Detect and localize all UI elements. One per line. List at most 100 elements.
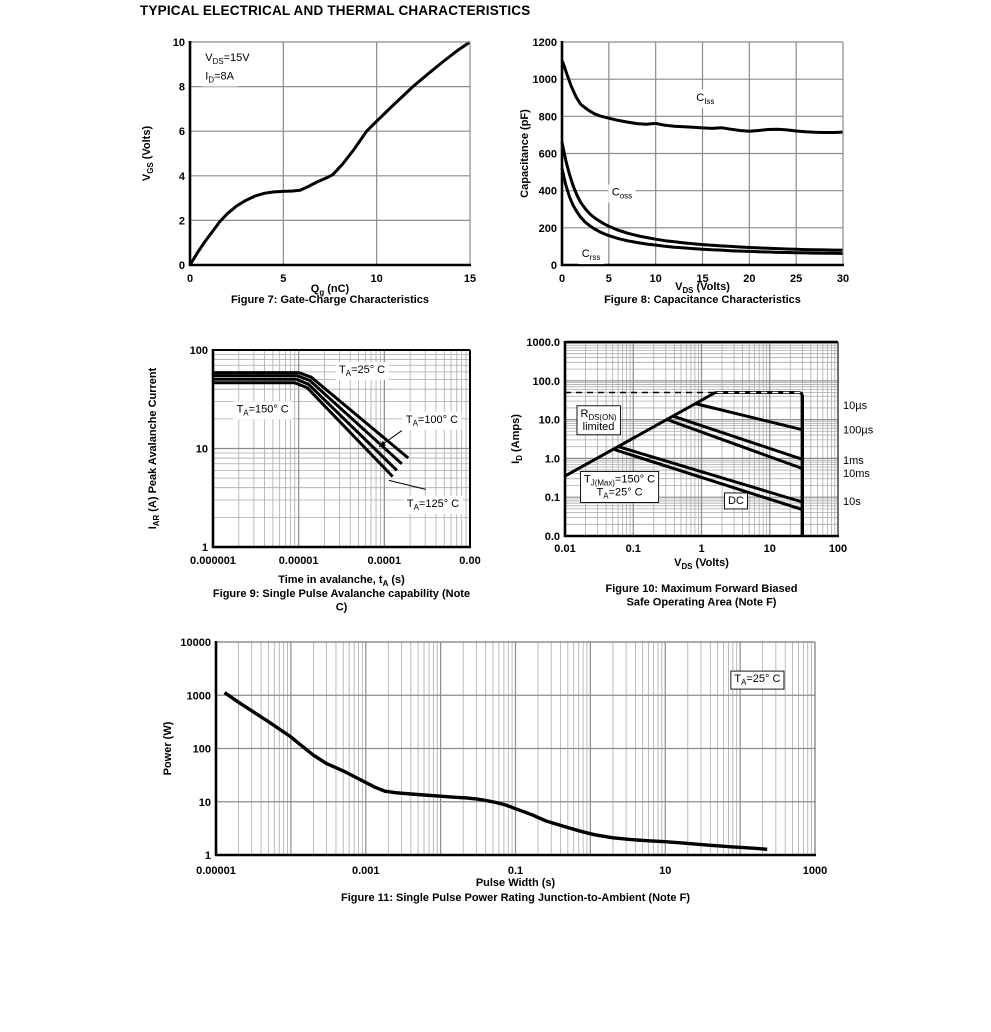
tspan-element: oss xyxy=(620,192,632,201)
y-axis-title: Power (W) xyxy=(162,721,174,775)
y-tick-label: 100 xyxy=(193,744,211,756)
figure-caption: Safe Operating Area (Note F) xyxy=(627,597,777,609)
tspan-element: V xyxy=(205,52,213,64)
tspan-element: Figure 11: Single Pulse Power Rating Jun… xyxy=(341,892,690,904)
leader-line xyxy=(388,479,426,490)
y-tick-label: 10.0 xyxy=(539,415,560,427)
annotation: DC xyxy=(724,492,748,510)
x-tick-label: 5 xyxy=(606,273,612,285)
annotation-box xyxy=(730,670,785,690)
tspan-element: 10s xyxy=(843,496,861,508)
x-tick-label: 0.00 xyxy=(459,555,480,567)
tspan-element: DS xyxy=(681,562,692,571)
tspan-element: DS(ON) xyxy=(588,413,616,422)
curve-label: 10s xyxy=(843,496,861,508)
tspan-element: 10 xyxy=(764,543,776,555)
tspan-element: =100° C xyxy=(418,414,458,426)
x-tick-label: 1 xyxy=(698,543,704,555)
tspan-element: (s) xyxy=(388,574,405,586)
annotation-text: Coss xyxy=(612,187,632,201)
tspan-element: 0.1 xyxy=(508,865,523,877)
annotation-box xyxy=(335,362,389,381)
x-tick-label: 0.00001 xyxy=(196,865,236,877)
y-tick-label: 10 xyxy=(199,797,211,809)
y-tick-label: 400 xyxy=(539,186,557,198)
y-tick-label: 1000.0 xyxy=(526,337,560,349)
ta-125c-curve xyxy=(213,377,398,472)
tspan-element: 25 xyxy=(790,273,802,285)
tspan-element: 15 xyxy=(696,273,708,285)
x-tick-label: 1000 xyxy=(803,865,827,877)
tspan-element: 0.01 xyxy=(554,543,575,555)
tspan-element: Pulse Width (s) xyxy=(476,877,556,889)
pulse-10ms-line xyxy=(665,417,803,470)
tspan-element: =15V xyxy=(224,52,251,64)
tspan-element: 10ms xyxy=(843,468,870,480)
tspan-element: 10 xyxy=(371,273,383,285)
annotation: RDS(ON)limited xyxy=(576,405,621,436)
tspan-element: 1 xyxy=(698,543,704,555)
annotation-box xyxy=(576,405,621,436)
tspan-element: I xyxy=(510,461,522,464)
figure-9-avalanche-chart: TA=25° CTA=150° CTA=100° CTA=125° C0.000… xyxy=(147,345,481,614)
figure-caption: C) xyxy=(336,602,348,614)
curve-label: 100µs xyxy=(843,425,874,437)
ta-25c-curve xyxy=(213,371,410,460)
pulse-1ms-line xyxy=(671,414,803,461)
y-tick-label: 1000 xyxy=(187,690,211,702)
tspan-element: 0.1 xyxy=(626,543,641,555)
tspan-element: 1ms xyxy=(843,455,864,467)
annotation-text: VDS=15V xyxy=(205,52,250,66)
tspan-element: 10 xyxy=(199,797,211,809)
tspan-element: (Volts) xyxy=(141,126,153,163)
annotation-box xyxy=(233,401,293,420)
tspan-element: GS xyxy=(146,162,155,173)
y-tick-label: 0 xyxy=(179,260,185,272)
figure-7-container: VDS=15V ID=8A 0 5 10 15 0 2 4 6 8 10 Qg (nC) VGS (Vol… xyxy=(125,30,495,347)
tspan-element: C) xyxy=(336,602,348,614)
figure-11-power-rating-chart: TA=25° C 0.00001 0.001 0.1 10 1000 1 10 100 1000 1… xyxy=(162,637,827,904)
tspan-element: 100 xyxy=(829,543,847,555)
tspan-element: A xyxy=(383,579,389,588)
x-axis-title: Qg (nC) xyxy=(311,283,350,297)
rdson-limit-line xyxy=(564,391,717,478)
annotation-text: TA=150° C xyxy=(237,403,289,417)
tspan-element: 800 xyxy=(539,111,557,123)
y-tick-label: 0 xyxy=(551,260,557,272)
tspan-element: 10 xyxy=(659,865,671,877)
tspan-element: C xyxy=(696,92,704,104)
x-tick-label: 15 xyxy=(464,273,476,285)
tspan-element: 200 xyxy=(539,223,557,235)
x-tick-label: 0.00001 xyxy=(279,555,319,567)
tspan-element: 1.0 xyxy=(545,453,560,465)
x-tick-label: 10 xyxy=(764,543,776,555)
x-tick-label: 5 xyxy=(280,273,286,285)
tspan-element: =25° C xyxy=(351,364,385,376)
tspan-element: C xyxy=(582,248,590,260)
annotation-box xyxy=(402,411,462,430)
tspan-element: 100µs xyxy=(843,425,874,437)
tspan-element: rss xyxy=(590,253,601,262)
x-tick-label: 0 xyxy=(559,273,565,285)
annotation-text: TA=100° C xyxy=(406,414,458,428)
tspan-element: 5 xyxy=(606,273,612,285)
tspan-element: 10µs xyxy=(843,400,868,412)
tspan-element: (Amps) xyxy=(510,414,522,455)
curve-label: 10ms xyxy=(843,468,870,480)
figure-9-container: TA=25° C TA=150° C TA=100° C TA=125° C 0.000… xyxy=(135,335,505,640)
tspan-element: (Volts) xyxy=(693,281,730,293)
tspan-element: (Volts) xyxy=(692,557,729,569)
tspan-element: Figure 8: Capacitance Characteristics xyxy=(604,294,801,306)
x-tick-label: 10 xyxy=(650,273,662,285)
tspan-element: 2 xyxy=(179,215,185,227)
y-tick-label: 1200 xyxy=(533,37,557,49)
tspan-element: 1200 xyxy=(533,37,557,49)
tspan-element: Time in avalanche, t xyxy=(278,574,383,586)
x-tick-label: 0.1 xyxy=(626,543,641,555)
x-axis-title: VDS (Volts) xyxy=(675,281,730,295)
tspan-element: 10 xyxy=(173,37,185,49)
tspan-element: V xyxy=(675,281,683,293)
